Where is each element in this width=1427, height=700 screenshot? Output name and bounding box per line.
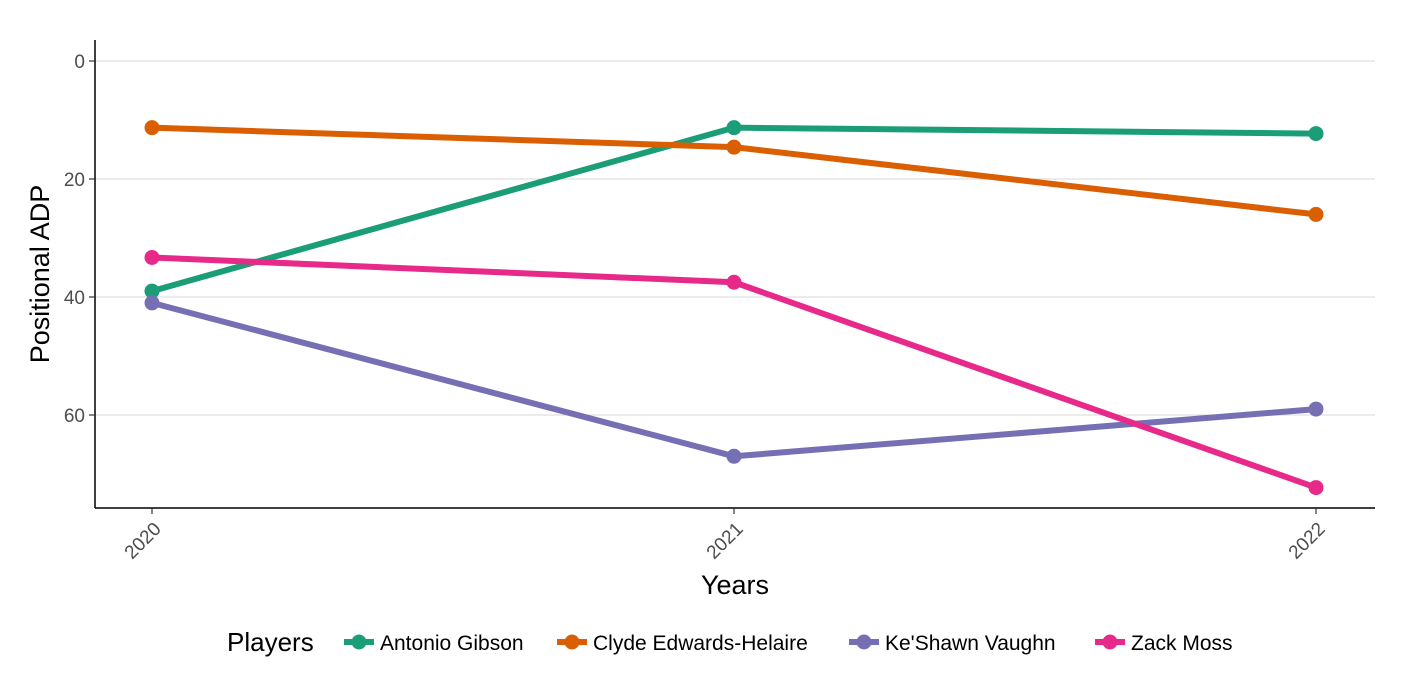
data-point-zack-moss bbox=[726, 274, 742, 290]
gridlines bbox=[95, 60, 1375, 416]
x-axis-ticks: 2020 2021 2022 bbox=[121, 508, 1330, 564]
data-point-ke-shawn-vaughn bbox=[1308, 401, 1324, 417]
data-point-clyde-edwards-helaire bbox=[726, 139, 742, 155]
y-tick-label: 0 bbox=[74, 52, 85, 73]
legend-key-point-clyde-edwards-helaire bbox=[564, 634, 580, 650]
data-point-ke-shawn-vaughn bbox=[144, 295, 160, 311]
data-point-zack-moss bbox=[144, 249, 160, 265]
legend-label-antonio-gibson: Antonio Gibson bbox=[380, 632, 524, 655]
legend-label-ke-shawn-vaughn: Ke'Shawn Vaughn bbox=[885, 632, 1056, 655]
series-points bbox=[144, 120, 1324, 496]
series-lines bbox=[151, 124, 1317, 491]
y-tick-label: 40 bbox=[64, 288, 85, 309]
legend-label-clyde-edwards-helaire: Clyde Edwards-Helaire bbox=[593, 632, 808, 655]
data-point-antonio-gibson bbox=[144, 283, 160, 299]
data-point-ke-shawn-vaughn bbox=[726, 448, 742, 464]
legend-key-point-antonio-gibson bbox=[351, 634, 367, 650]
x-tick-label: 2022 bbox=[1285, 519, 1330, 564]
data-point-antonio-gibson bbox=[1308, 126, 1324, 142]
x-tick-label: 2021 bbox=[703, 519, 748, 564]
legend-key-point-zack-moss bbox=[1102, 634, 1118, 650]
x-axis-title: Years bbox=[701, 570, 769, 600]
legend-key-point-ke-shawn-vaughn bbox=[856, 634, 872, 650]
legend: Players Antonio Gibson Clyde Edwards-Hela… bbox=[227, 627, 1233, 657]
legend-title: Players bbox=[227, 627, 314, 657]
y-axis-ticks: 0 20 40 60 bbox=[64, 52, 95, 427]
y-tick-label: 20 bbox=[64, 170, 85, 191]
y-axis-title: Positional ADP bbox=[25, 185, 55, 364]
x-tick-label: 2020 bbox=[121, 519, 166, 564]
data-point-clyde-edwards-helaire bbox=[1308, 206, 1324, 222]
y-tick-label: 60 bbox=[64, 406, 85, 427]
data-point-clyde-edwards-helaire bbox=[144, 120, 160, 136]
legend-label-zack-moss: Zack Moss bbox=[1131, 632, 1233, 655]
data-point-zack-moss bbox=[1308, 480, 1324, 496]
data-point-antonio-gibson bbox=[726, 120, 742, 136]
series-line-ke-shawn-vaughn bbox=[151, 299, 1317, 460]
